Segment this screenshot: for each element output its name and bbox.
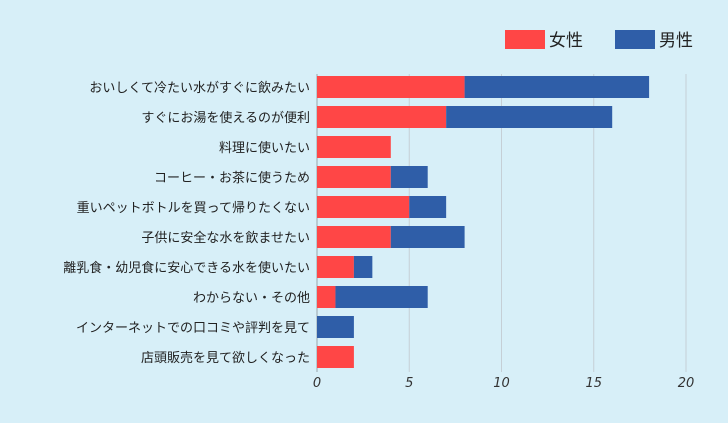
category-labels: おいしくて冷たい水がすぐに飲みたいすぐにお湯を使えるのが便利料理に使いたいコーヒ… xyxy=(63,80,310,366)
bar-segment xyxy=(317,346,354,368)
bar-segment xyxy=(353,256,373,278)
category-label: 店頭販売を見て欲しくなった xyxy=(141,350,310,366)
bar-segment xyxy=(390,166,428,188)
bar-segment xyxy=(317,316,354,338)
bars xyxy=(317,76,650,368)
bar-segment xyxy=(317,76,465,98)
x-tick-label: 0 xyxy=(313,376,321,391)
bar-segment xyxy=(317,226,391,248)
legend-label: 男性 xyxy=(659,31,693,51)
x-tick-labels: 0 5 10 15 20 xyxy=(313,376,694,391)
category-label: 重いペットボトルを買って帰りたくない xyxy=(77,200,310,216)
legend-swatch xyxy=(615,30,655,49)
legend-label: 女性 xyxy=(549,31,583,51)
category-label: すぐにお湯を使えるのが便利 xyxy=(141,110,310,126)
bar-segment xyxy=(317,256,354,278)
category-label: 子供に安全な水を飲ませたい xyxy=(141,230,310,246)
x-tick-label: 10 xyxy=(493,376,510,391)
bar-segment xyxy=(335,286,428,308)
category-label: 離乳食・幼児食に安心できる水を使いたい xyxy=(63,260,310,276)
bar-segment xyxy=(317,196,410,218)
legend: 女性 男性 xyxy=(505,30,693,51)
bar-segment xyxy=(446,106,613,128)
bar-segment xyxy=(317,286,336,308)
bar-segment xyxy=(317,106,447,128)
bar-segment xyxy=(317,166,391,188)
bar-segment xyxy=(317,136,391,158)
category-label: インターネットでの口コミや評判を見て xyxy=(76,321,310,336)
category-label: おいしくて冷たい水がすぐに飲みたい xyxy=(89,80,310,96)
x-tick-label: 15 xyxy=(585,376,602,391)
bar-segment xyxy=(390,226,465,248)
x-tick-label: 5 xyxy=(405,376,413,391)
bar-segment xyxy=(464,76,650,98)
bar-segment xyxy=(409,196,447,218)
category-label: わからない・その他 xyxy=(193,291,310,306)
x-tick-label: 20 xyxy=(678,376,695,391)
legend-swatch xyxy=(505,30,545,49)
category-label: 料理に使いたい xyxy=(219,140,310,156)
category-label: コーヒー・お茶に使うため xyxy=(154,170,310,186)
